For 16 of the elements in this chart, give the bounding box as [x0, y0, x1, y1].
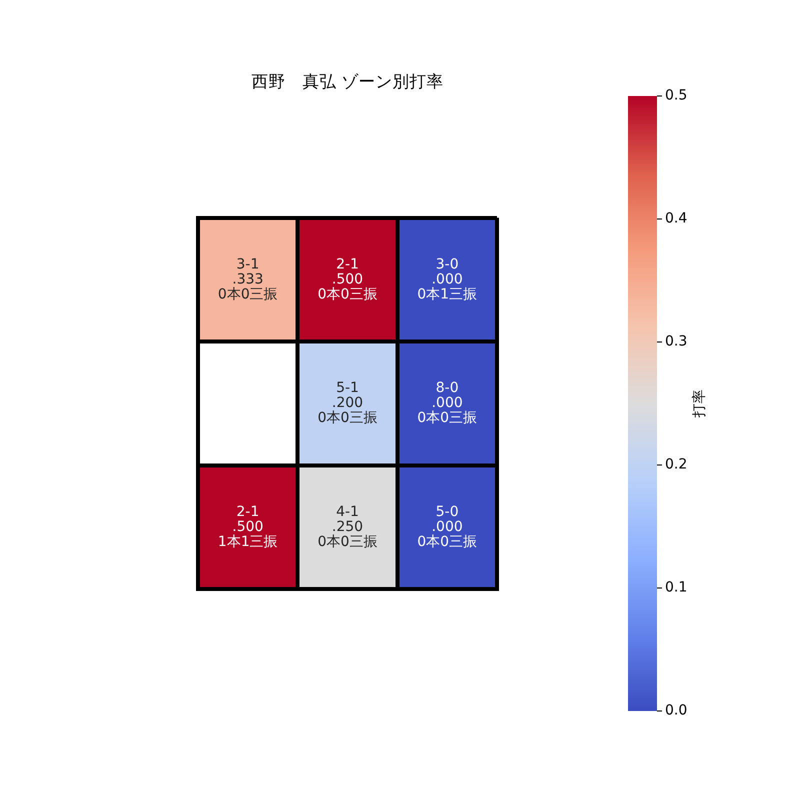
data-label: 5-1 .200 0本0三振	[318, 380, 378, 426]
data-label: 3-0 .000 0本1三振	[417, 256, 478, 302]
color-bar-label: 0.3	[665, 334, 688, 350]
data-label: 3-1 .333 0本0三振	[218, 256, 278, 302]
color-bar-label: 0.1	[665, 580, 688, 596]
color-bar-label: 0.5	[665, 88, 688, 104]
color-bar-label: 0.4	[665, 210, 688, 227]
color-bar-label: 0.2	[665, 456, 688, 473]
color-bar-title: 打率	[692, 390, 708, 418]
data-label: 8-0 .000 0本0三振	[417, 380, 478, 426]
data-label: 2-1 .500 1本1三振	[218, 504, 278, 550]
data-label: 2-1 .500 0本0三振	[318, 256, 378, 302]
data-label: 5-0 .000 0本0三振	[417, 504, 478, 550]
data-label: 4-1 .250 0本0三振	[318, 504, 378, 550]
color-bar-label: 0.0	[665, 702, 688, 719]
chart-title: 西野 真弘 ゾーン別打率	[251, 72, 444, 92]
